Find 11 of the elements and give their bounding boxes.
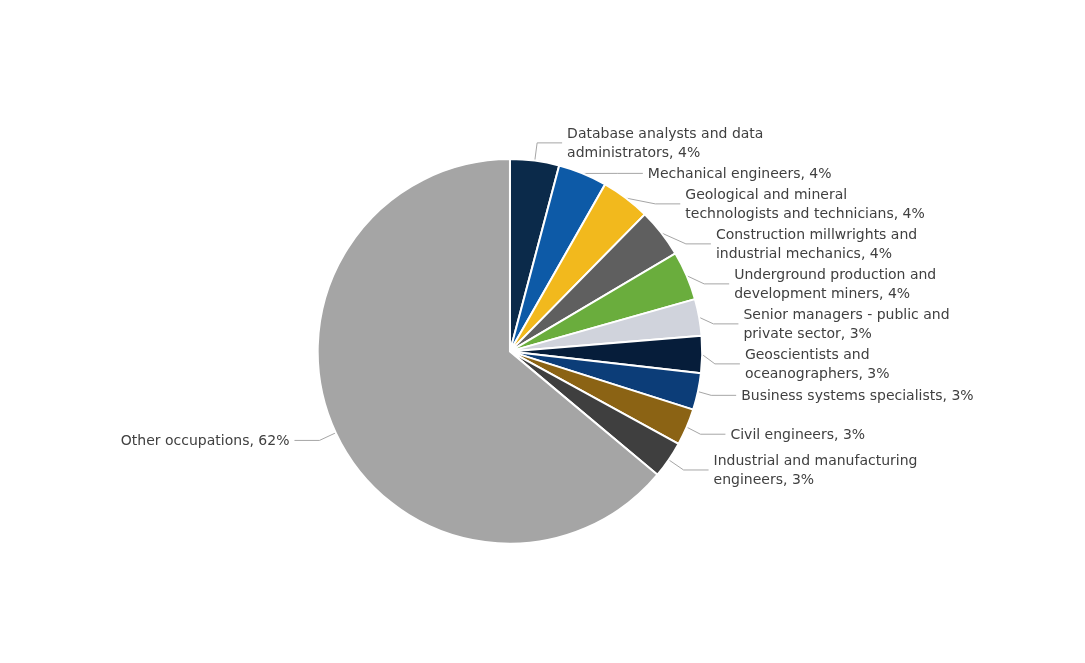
slice-label: Senior managers - public and private sector, 3%: [743, 306, 954, 342]
slice-label: Database analysts and data administrators, 4%: [567, 125, 768, 161]
slice-label: Civil engineers, 3%: [730, 426, 866, 443]
slice-label: Industrial and manufacturing engineers, 3%: [713, 452, 922, 488]
slice-label: Construction millwrights and industrial mechanics, 4%: [715, 226, 922, 262]
slice-label: Mechanical engineers, 4%: [647, 165, 832, 182]
slice-label: Geoscientists and oceanographers, 3%: [744, 346, 890, 382]
slice-label: Other occupations, 62%: [120, 432, 290, 449]
slice-label: Underground production and development miners, 4%: [734, 266, 941, 302]
slice-label: Geological and mineral technologists and technicians, 4%: [685, 186, 925, 222]
slice-label: Business systems specialists, 3%: [741, 387, 974, 404]
